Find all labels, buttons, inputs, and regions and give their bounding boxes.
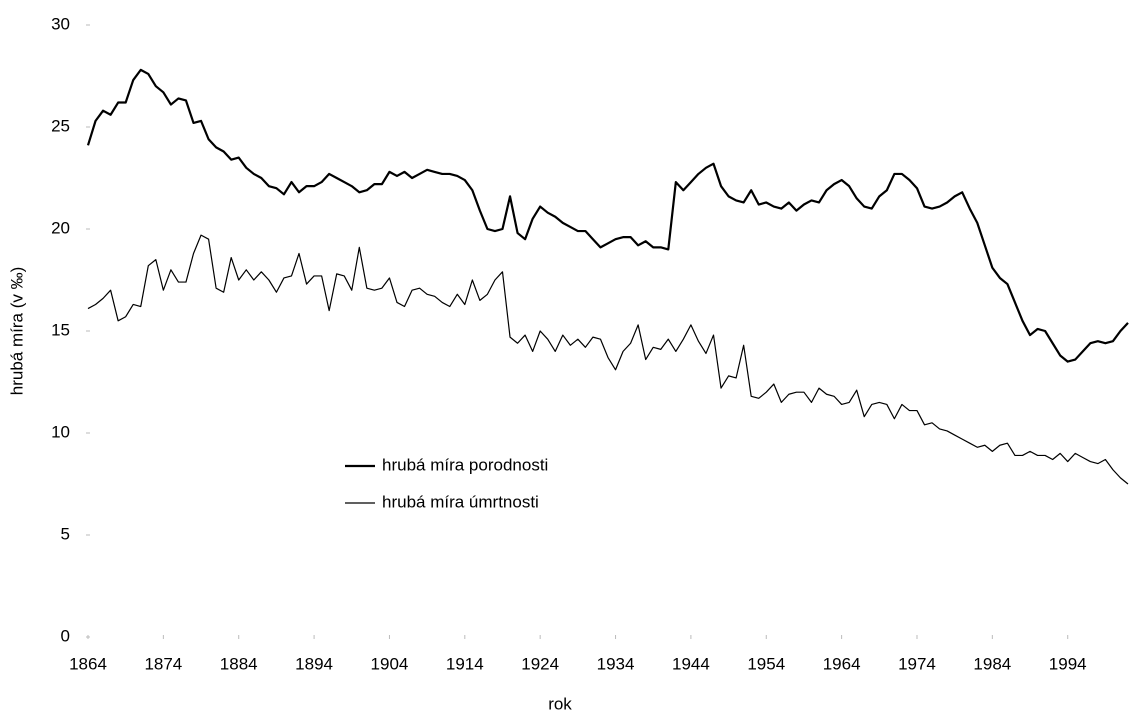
y-tick-label: 15 <box>51 320 70 339</box>
y-tick-label: 5 <box>61 524 70 543</box>
x-tick-label: 1984 <box>973 654 1011 673</box>
y-tick-label: 25 <box>51 116 70 135</box>
legend-label: hrubá míra porodnosti <box>382 455 548 474</box>
x-tick-label: 1874 <box>144 654 182 673</box>
x-tick-label: 1914 <box>446 654 484 673</box>
x-tick-label: 1864 <box>69 654 107 673</box>
series-line <box>86 68 1129 363</box>
series-line <box>87 234 1129 485</box>
x-tick-label: 1944 <box>672 654 710 673</box>
y-tick-label: 10 <box>51 422 70 441</box>
y-tick-label: 20 <box>51 218 70 237</box>
x-tick-label: 1884 <box>220 654 258 673</box>
x-tick-label: 1964 <box>823 654 861 673</box>
legend-label: hrubá míra úmrtnosti <box>382 492 539 511</box>
x-tick-label: 1994 <box>1049 654 1087 673</box>
x-tick-label: 1924 <box>521 654 559 673</box>
x-tick-label: 1894 <box>295 654 333 673</box>
x-axis-label: rok <box>548 694 572 713</box>
y-axis-label: hrubá míra (v ‰) <box>7 267 26 395</box>
x-tick-label: 1954 <box>747 654 785 673</box>
y-tick-label: 30 <box>51 14 70 33</box>
x-tick-label: 1904 <box>371 654 409 673</box>
x-tick-label: 1974 <box>898 654 936 673</box>
x-tick-label: 1934 <box>597 654 635 673</box>
y-tick-label: 0 <box>61 626 70 645</box>
